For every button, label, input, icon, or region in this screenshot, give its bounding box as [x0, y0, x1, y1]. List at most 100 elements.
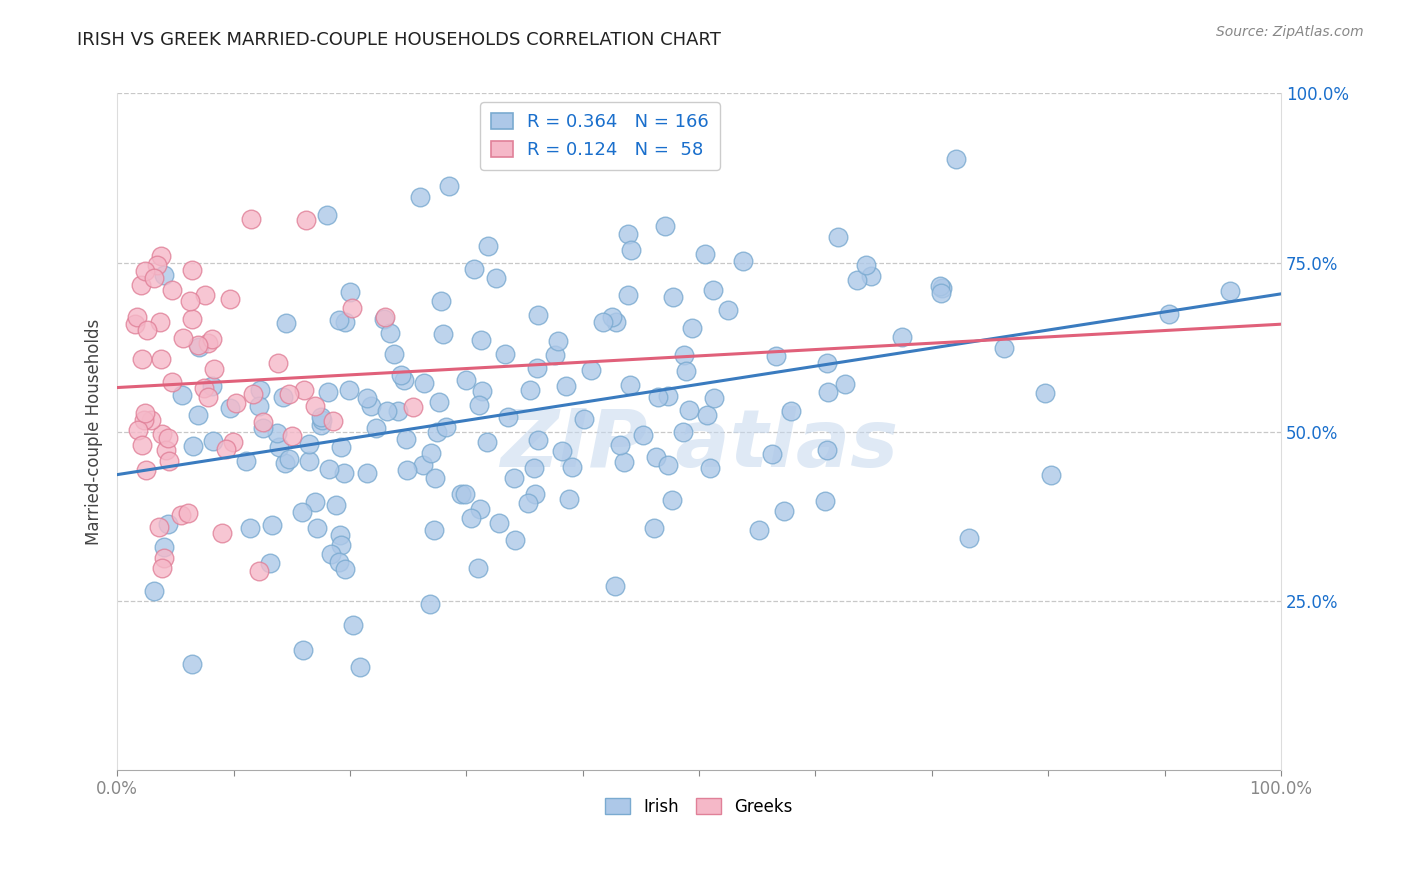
Point	[188, 340, 211, 354]
Point	[149, 315, 172, 329]
Point	[181, 262, 204, 277]
Point	[702, 283, 724, 297]
Point	[765, 349, 787, 363]
Point	[817, 384, 839, 399]
Point	[170, 388, 193, 402]
Point	[395, 432, 418, 446]
Point	[260, 517, 283, 532]
Point	[761, 447, 783, 461]
Point	[890, 330, 912, 344]
Point	[356, 466, 378, 480]
Y-axis label: Married-couple Households: Married-couple Households	[86, 318, 103, 545]
Point	[340, 301, 363, 315]
Point	[454, 487, 477, 501]
Point	[673, 348, 696, 362]
Point	[342, 617, 364, 632]
Point	[179, 294, 201, 309]
Point	[135, 323, 157, 337]
Point	[426, 425, 449, 439]
Point	[155, 443, 177, 458]
Point	[1219, 284, 1241, 298]
Point	[160, 375, 183, 389]
Point	[201, 332, 224, 346]
Point	[328, 313, 350, 327]
Point	[814, 493, 837, 508]
Point	[427, 395, 450, 409]
Point	[328, 555, 350, 569]
Point	[153, 540, 176, 554]
Point	[211, 525, 233, 540]
Point	[197, 335, 219, 350]
Point	[931, 281, 953, 295]
Point	[249, 383, 271, 397]
Point	[467, 398, 489, 412]
Point	[519, 383, 541, 397]
Point	[219, 292, 242, 306]
Point	[134, 263, 156, 277]
Point	[311, 413, 333, 427]
Point	[834, 377, 856, 392]
Point	[703, 391, 725, 405]
Point	[551, 444, 574, 458]
Point	[333, 562, 356, 576]
Point	[695, 247, 717, 261]
Point	[305, 521, 328, 535]
Point	[295, 212, 318, 227]
Point	[467, 561, 489, 575]
Point	[281, 429, 304, 443]
Point	[134, 406, 156, 420]
Point	[503, 533, 526, 547]
Text: Source: ZipAtlas.com: Source: ZipAtlas.com	[1216, 25, 1364, 39]
Point	[277, 451, 299, 466]
Point	[378, 326, 401, 340]
Point	[201, 434, 224, 448]
Point	[266, 356, 288, 370]
Point	[329, 441, 352, 455]
Point	[547, 334, 569, 349]
Point	[318, 461, 340, 475]
Point	[321, 547, 343, 561]
Point	[748, 523, 770, 537]
Point	[222, 434, 245, 449]
Point	[194, 288, 217, 302]
Point	[267, 440, 290, 454]
Point	[605, 315, 627, 329]
Point	[572, 412, 595, 426]
Point	[235, 454, 257, 468]
Point	[460, 511, 482, 525]
Point	[150, 351, 173, 366]
Point	[157, 454, 180, 468]
Point	[773, 503, 796, 517]
Point	[526, 361, 548, 376]
Point	[322, 414, 344, 428]
Point	[860, 268, 883, 283]
Point	[733, 253, 755, 268]
Point	[699, 461, 721, 475]
Point	[389, 368, 412, 382]
Point	[197, 390, 219, 404]
Point	[377, 404, 399, 418]
Point	[672, 425, 695, 439]
Point	[225, 396, 247, 410]
Point	[193, 380, 215, 394]
Point	[1033, 386, 1056, 401]
Point	[557, 491, 579, 506]
Point	[412, 458, 434, 473]
Text: ZIP atlas: ZIP atlas	[501, 406, 898, 484]
Point	[277, 386, 299, 401]
Point	[661, 493, 683, 508]
Point	[1159, 307, 1181, 321]
Point	[333, 466, 356, 480]
Point	[139, 413, 162, 427]
Point	[827, 230, 849, 244]
Point	[152, 550, 174, 565]
Point	[181, 312, 204, 326]
Point	[517, 496, 540, 510]
Point	[523, 487, 546, 501]
Point	[717, 302, 740, 317]
Point	[292, 383, 315, 397]
Point	[373, 312, 395, 326]
Point	[437, 178, 460, 193]
Point	[662, 290, 685, 304]
Point	[131, 352, 153, 367]
